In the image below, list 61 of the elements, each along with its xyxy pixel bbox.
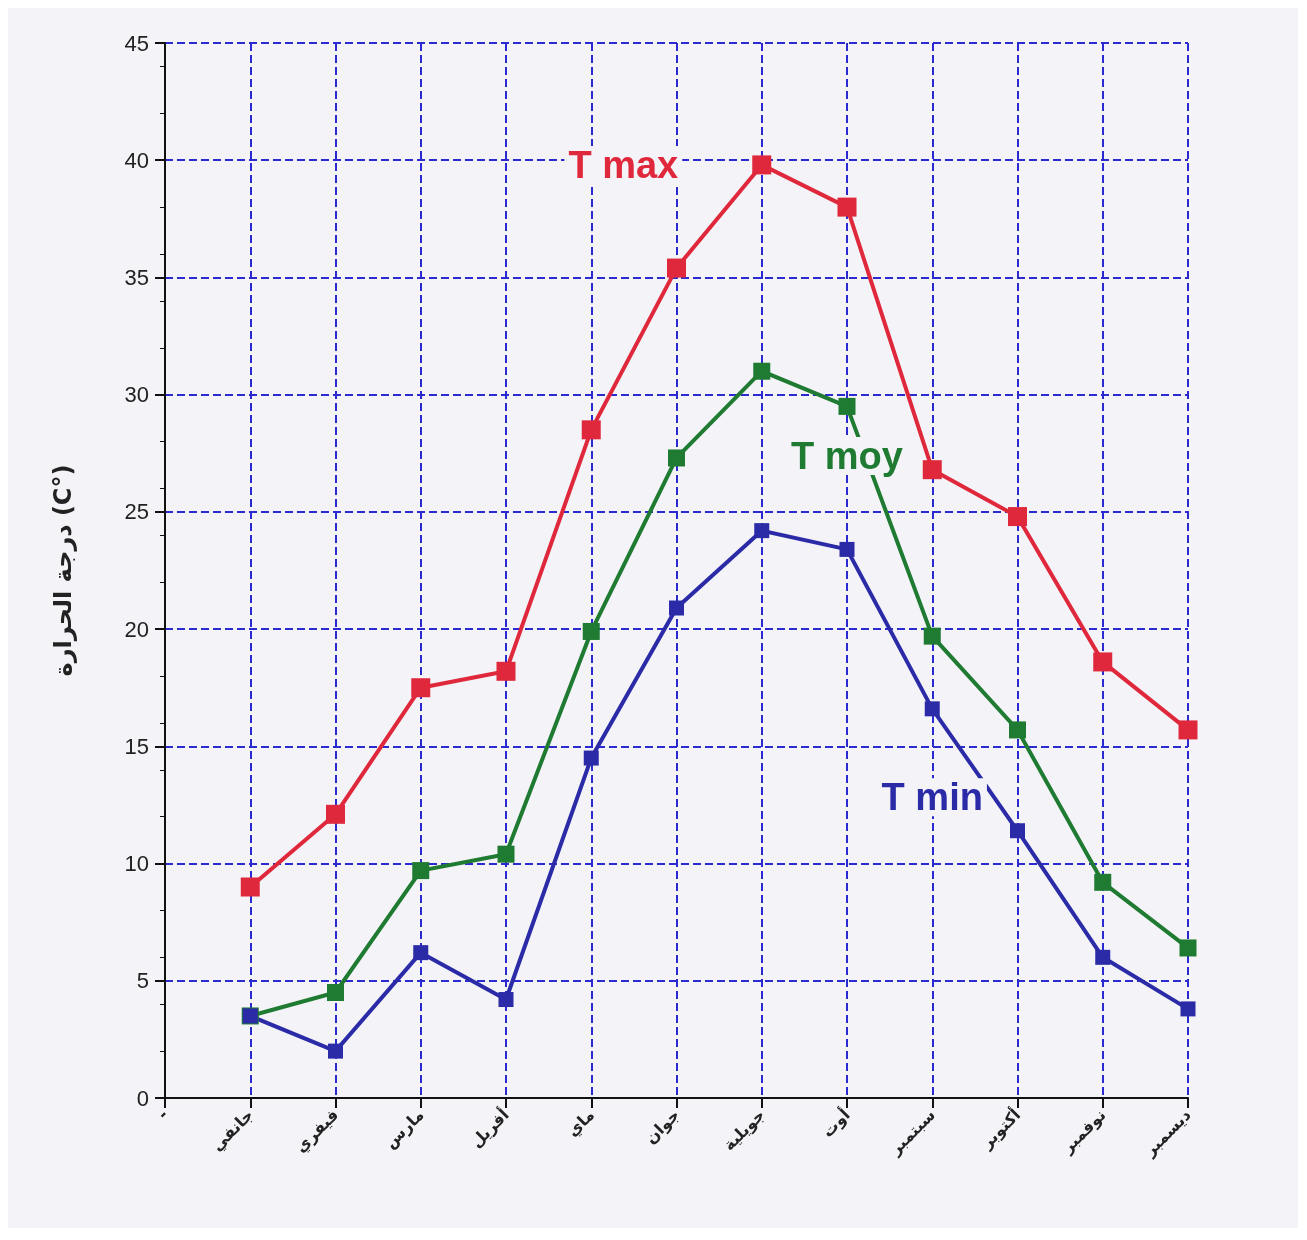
point bbox=[668, 449, 685, 467]
point bbox=[923, 627, 941, 645]
point bbox=[497, 845, 515, 863]
point bbox=[752, 155, 772, 175]
point bbox=[667, 258, 686, 278]
y-tick-label: 40 bbox=[124, 147, 149, 173]
y-tick-label: 30 bbox=[124, 382, 149, 408]
y-tick-label: 0 bbox=[136, 1085, 149, 1111]
point bbox=[1010, 823, 1025, 839]
point bbox=[496, 661, 516, 681]
point bbox=[327, 984, 344, 1001]
series-label: T min bbox=[881, 776, 983, 819]
x-tick-label: - bbox=[153, 1105, 172, 1124]
point bbox=[922, 460, 942, 480]
point bbox=[1179, 939, 1197, 957]
point bbox=[581, 420, 601, 440]
point bbox=[413, 945, 429, 961]
point bbox=[839, 541, 855, 557]
point bbox=[582, 622, 600, 640]
point bbox=[1008, 507, 1027, 527]
point bbox=[583, 750, 599, 766]
point bbox=[754, 523, 770, 539]
point bbox=[1093, 652, 1113, 672]
x-tick-label: جوان bbox=[641, 1105, 684, 1148]
point bbox=[753, 362, 771, 380]
point bbox=[328, 1043, 343, 1059]
point bbox=[498, 992, 514, 1008]
point bbox=[669, 600, 684, 616]
x-tick-label: مارس bbox=[380, 1105, 428, 1153]
series-label: T moy bbox=[791, 434, 903, 477]
y-tick-label: 10 bbox=[124, 851, 149, 877]
point bbox=[412, 862, 430, 880]
point bbox=[837, 197, 857, 217]
y-tick-label: 15 bbox=[124, 733, 149, 759]
x-tick-label: سبتمبر bbox=[885, 1105, 939, 1159]
point bbox=[924, 701, 940, 717]
point bbox=[1094, 873, 1112, 891]
point bbox=[838, 397, 856, 415]
point bbox=[1180, 1001, 1196, 1017]
x-tick-label: نوفمبر bbox=[1057, 1105, 1110, 1158]
x-tick-label: أفريل bbox=[465, 1104, 513, 1152]
point bbox=[411, 678, 431, 698]
series-label: T max bbox=[568, 143, 679, 186]
y-tick-label: 35 bbox=[124, 264, 149, 290]
point bbox=[326, 804, 345, 824]
x-tick-label: أكتوبر bbox=[975, 1104, 1025, 1153]
y-tick-label: 5 bbox=[136, 968, 149, 994]
y-tick-label: 45 bbox=[124, 30, 149, 56]
x-tick-label: فيفري bbox=[291, 1105, 343, 1157]
y-axis-title: درجة الحرارة (C°) bbox=[49, 464, 77, 677]
point bbox=[1178, 720, 1198, 740]
point bbox=[1009, 721, 1026, 739]
x-tick-label: جويلية bbox=[719, 1105, 769, 1155]
point bbox=[240, 877, 260, 897]
x-tick-label: ديسمبر bbox=[1139, 1105, 1195, 1161]
y-tick-label: 20 bbox=[124, 616, 149, 642]
x-tick-label: جانفي bbox=[207, 1105, 258, 1156]
x-tick-label: ماي bbox=[562, 1105, 599, 1142]
y-tick-label: 25 bbox=[124, 499, 149, 525]
point bbox=[1095, 949, 1111, 965]
x-tick-label: أوت bbox=[817, 1104, 854, 1141]
